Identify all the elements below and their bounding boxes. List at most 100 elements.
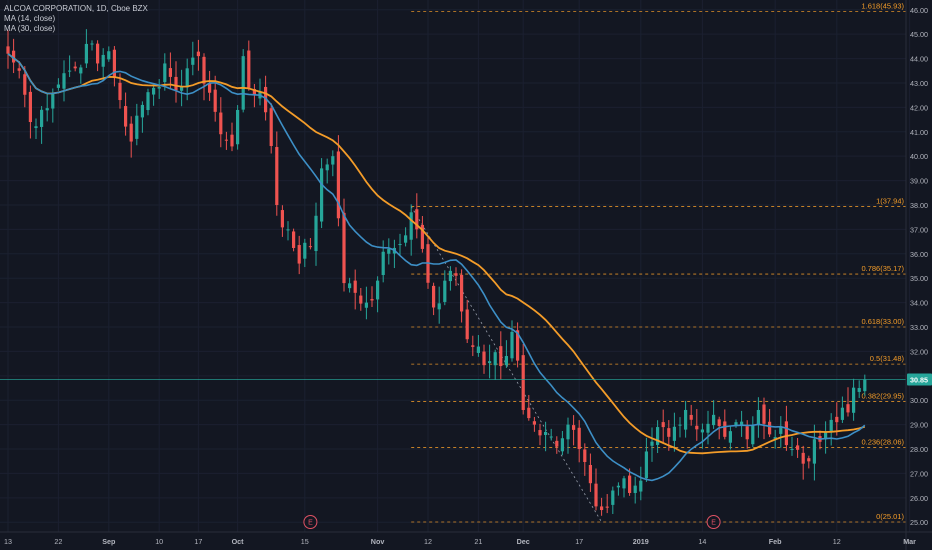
- candle-body: [353, 280, 357, 293]
- last-price-label: 30.85: [910, 375, 928, 384]
- x-tick-label: Mar: [903, 537, 916, 546]
- candle-body: [482, 351, 486, 366]
- candle-body: [376, 280, 380, 300]
- candle-body: [695, 425, 699, 430]
- candle-body: [73, 66, 77, 69]
- fibonacci-retracement[interactable]: 1.618(45.93) 1(37.94) 0.786(35.17) 0.618(33…: [410, 1, 906, 523]
- candle-body: [348, 283, 352, 289]
- fib-level-label: 0(25.01): [876, 512, 904, 521]
- candle-body: [219, 112, 223, 135]
- y-tick-label: 33.00: [910, 323, 928, 332]
- candle-body: [84, 43, 88, 64]
- candle-body: [40, 109, 44, 127]
- candle-body: [611, 490, 615, 505]
- x-tick-label: 13: [4, 537, 12, 546]
- y-tick-label: 44.00: [910, 55, 928, 64]
- candle-body: [12, 50, 16, 63]
- earnings-marker-icon: [303, 515, 318, 529]
- candle-body: [740, 421, 744, 426]
- candle-body: [163, 63, 167, 83]
- candle-body: [79, 67, 83, 74]
- candle-body: [359, 295, 363, 304]
- ma14-line: [7, 53, 866, 482]
- legend-ma14[interactable]: MA (14, close): [4, 14, 56, 23]
- candle-body: [549, 436, 553, 438]
- candle-body: [600, 506, 604, 511]
- candle-body: [577, 427, 581, 450]
- candle-body: [280, 210, 284, 228]
- candle-body: [857, 388, 861, 392]
- fib-level-label: 0.382(29.95): [861, 391, 904, 400]
- candle-body: [812, 439, 816, 464]
- y-tick-label: 28.00: [910, 445, 928, 454]
- x-tick-label: 14: [698, 537, 706, 546]
- candle-body: [706, 423, 710, 433]
- fib-level-label: 0.786(35.17): [861, 264, 904, 273]
- candle-body: [387, 248, 391, 254]
- candle-body: [628, 475, 632, 493]
- candle-body: [202, 56, 206, 84]
- candle-body: [672, 426, 676, 441]
- candle-body: [796, 445, 800, 450]
- fib-level-label: 1.618(45.93): [861, 1, 904, 10]
- candle-body: [510, 331, 514, 359]
- candle-body: [28, 91, 32, 123]
- candle-body: [583, 449, 587, 463]
- candle-body: [824, 431, 828, 440]
- candle-body: [208, 82, 212, 93]
- earnings-marker-label: E: [711, 520, 716, 527]
- candle-body: [538, 430, 542, 436]
- candle-body: [6, 46, 10, 54]
- candle-body: [303, 242, 307, 259]
- candle-body: [717, 419, 721, 426]
- candle-body: [712, 414, 716, 426]
- candle-body: [689, 414, 693, 420]
- legend-symbol: ALCOA CORPORATION, 1D, Cboe BZX: [4, 4, 148, 13]
- candle-body: [191, 57, 195, 65]
- y-tick-label: 26.00: [910, 494, 928, 503]
- candle-body: [471, 345, 475, 347]
- candle-body: [700, 429, 704, 433]
- candle-body: [152, 87, 156, 95]
- candle-body: [96, 43, 100, 64]
- y-tick-label: 27.00: [910, 469, 928, 478]
- earnings-marker-label: E: [308, 520, 313, 527]
- x-tick-label: 10: [155, 537, 163, 546]
- candle-body: [840, 407, 844, 420]
- y-tick-label: 39.00: [910, 177, 928, 186]
- candle-body: [68, 70, 72, 72]
- candle-body: [678, 424, 682, 426]
- y-tick-label: 37.00: [910, 225, 928, 234]
- candle-body: [320, 168, 324, 222]
- x-tick-label: Sep: [102, 537, 116, 546]
- candle-body: [516, 330, 520, 361]
- candle-body: [118, 82, 122, 101]
- candle-body: [247, 50, 251, 88]
- candle-body: [180, 86, 184, 91]
- candle-body: [174, 76, 178, 91]
- x-tick-label: 2019: [633, 537, 649, 546]
- candle-body: [527, 407, 531, 419]
- y-tick-label: 43.00: [910, 79, 928, 88]
- fib-level-label: 0.5(31.48): [870, 354, 905, 363]
- candle-body: [252, 89, 256, 96]
- candle-body: [594, 483, 598, 507]
- candle-body: [728, 431, 732, 443]
- candle-body: [633, 485, 637, 494]
- candle-body: [846, 404, 850, 413]
- legend-ma30[interactable]: MA (30, close): [4, 24, 56, 33]
- candle-body: [560, 438, 564, 452]
- y-tick-label: 35.00: [910, 274, 928, 283]
- candle-body: [521, 355, 525, 410]
- chart-legend: ALCOA CORPORATION, 1D, Cboe BZX MA (14, …: [4, 4, 148, 34]
- candle-body: [101, 54, 105, 67]
- y-tick-label: 41.00: [910, 128, 928, 137]
- candle-body: [34, 126, 38, 129]
- candle-body: [622, 478, 626, 489]
- candle-body: [264, 86, 268, 113]
- candle-body: [314, 215, 318, 252]
